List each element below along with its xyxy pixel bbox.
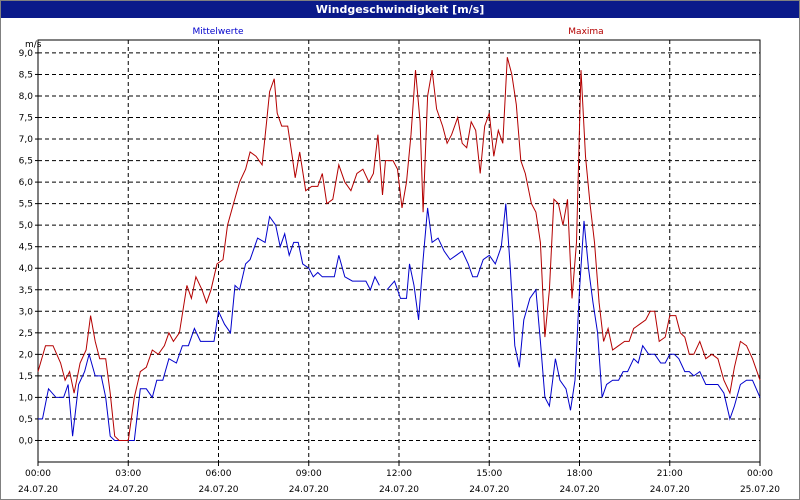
- y-tick-label: 1,5: [19, 372, 33, 382]
- y-tick-label: 7,0: [19, 135, 34, 145]
- series-line-mittelwerte: [38, 215, 380, 441]
- series-lines: [37, 57, 761, 441]
- legend-mittelwerte: Mittelwerte: [192, 27, 243, 37]
- y-tick-label: 6,5: [19, 157, 33, 167]
- x-tick-date: 24.07.20: [289, 485, 329, 495]
- y-tick-label: 5,0: [19, 221, 34, 231]
- grid: [38, 40, 760, 462]
- y-axis: 0,0 0,5 1,0 1,5 2,0 2,5 3,0 3,5 4,0 4,5 5,0 5,5 6,0 6…: [19, 49, 38, 446]
- x-tick-time: 06:00: [206, 469, 232, 479]
- y-tick-label: 2,5: [19, 329, 33, 339]
- x-tick-time: 15:00: [476, 469, 502, 479]
- x-tick-time: 03:00: [115, 469, 141, 479]
- y-tick-label: 3,0: [19, 307, 34, 317]
- y-tick-label: 4,0: [19, 264, 34, 274]
- x-tick-date: 24.07.20: [650, 485, 690, 495]
- y-tick-label: 0,5: [19, 415, 33, 425]
- y-tick-label: 8,5: [19, 70, 33, 80]
- x-tick-date: 25.07.20: [740, 485, 780, 495]
- y-tick-label: 1,0: [19, 393, 34, 403]
- x-tick-date: 24.07.20: [559, 485, 599, 495]
- y-axis-label: m/s: [25, 40, 42, 50]
- x-tick-time: 18:00: [567, 469, 593, 479]
- x-tick-time: 09:00: [296, 469, 322, 479]
- x-tick-date: 24.07.20: [379, 485, 419, 495]
- x-tick-time: 21:00: [657, 469, 683, 479]
- x-tick-date: 24.07.20: [108, 485, 148, 495]
- y-tick-label: 0,0: [19, 436, 34, 446]
- x-tick-date: 24.07.20: [18, 485, 58, 495]
- x-tick-time: 00:00: [25, 469, 51, 479]
- y-tick-label: 7,5: [19, 114, 33, 124]
- chart-title: Windgeschwindigkeit [m/s]: [1, 1, 799, 18]
- y-tick-label: 9,0: [19, 49, 34, 59]
- series-line-maxima: [37, 57, 761, 441]
- series-line-mittelwerte: [386, 203, 761, 421]
- y-tick-label: 8,0: [19, 92, 34, 102]
- y-tick-label: 6,0: [19, 178, 34, 188]
- x-axis: 00:00 24.07.20 03:00 24.07.20 06:00 24.07.20 0…: [18, 462, 780, 495]
- x-tick-time: 00:00: [747, 469, 773, 479]
- x-tick-time: 12:00: [386, 469, 412, 479]
- y-tick-label: 2,0: [19, 350, 34, 360]
- y-tick-label: 4,5: [19, 243, 33, 253]
- legend-maxima: Maxima: [568, 27, 603, 37]
- x-tick-date: 24.07.20: [469, 485, 509, 495]
- x-tick-date: 24.07.20: [198, 485, 238, 495]
- y-tick-label: 3,5: [19, 286, 33, 296]
- y-tick-label: 5,5: [19, 200, 33, 210]
